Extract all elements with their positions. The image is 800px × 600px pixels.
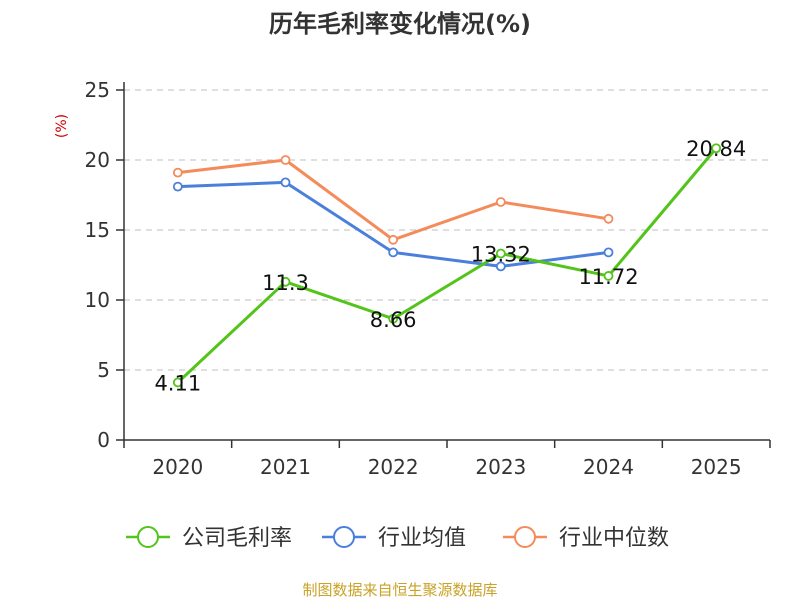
data-label: 11.72 bbox=[578, 265, 638, 289]
y-axis-unit: (%) bbox=[54, 114, 70, 138]
data-point[interactable] bbox=[388, 313, 399, 324]
data-point[interactable] bbox=[388, 234, 399, 245]
data-labels: 4.11 11.3 8.66 13.32 11.72 20.84 bbox=[154, 137, 746, 395]
chart-title: 历年毛利率变化情况(%) bbox=[269, 10, 531, 38]
legend[interactable]: 公司毛利率 行业均值 行业中位数 bbox=[126, 526, 669, 551]
legend-marker bbox=[514, 526, 536, 548]
data-point[interactable] bbox=[172, 167, 183, 178]
y-tick-label: 0 bbox=[97, 428, 110, 452]
x-tick-label: 2021 bbox=[260, 455, 311, 479]
x-tick-label: 2024 bbox=[583, 455, 634, 479]
series-line-0 bbox=[176, 147, 718, 384]
data-label: 13.32 bbox=[471, 243, 531, 267]
data-point[interactable] bbox=[280, 276, 291, 287]
legend-label[interactable]: 行业中位数 bbox=[559, 526, 669, 551]
grid-lines bbox=[124, 89, 770, 371]
x-tick-label: 2023 bbox=[475, 455, 526, 479]
data-point[interactable] bbox=[603, 247, 614, 258]
y-tick-label: 10 bbox=[85, 288, 110, 312]
data-point[interactable] bbox=[172, 377, 183, 388]
y-tick-label: 20 bbox=[85, 148, 110, 172]
series-lines bbox=[172, 143, 722, 388]
data-point[interactable] bbox=[388, 247, 399, 258]
data-point[interactable] bbox=[711, 143, 722, 154]
data-label: 20.84 bbox=[686, 137, 746, 161]
y-tick-label: 15 bbox=[85, 218, 110, 242]
data-point[interactable] bbox=[603, 271, 614, 281]
legend-marker bbox=[333, 526, 355, 548]
data-point[interactable] bbox=[495, 197, 506, 207]
data-label: 11.3 bbox=[262, 271, 309, 295]
y-tick-label: 25 bbox=[85, 78, 110, 102]
legend-label[interactable]: 行业均值 bbox=[378, 526, 466, 551]
x-tick-label: 2025 bbox=[691, 455, 742, 479]
data-point[interactable] bbox=[603, 213, 614, 224]
x-tick-label: 2022 bbox=[368, 455, 419, 479]
data-point[interactable] bbox=[495, 261, 506, 272]
data-point[interactable] bbox=[495, 248, 506, 259]
series-line-2 bbox=[177, 158, 609, 242]
x-tick-label: 2020 bbox=[152, 455, 203, 479]
source-footer: 制图数据来自恒生聚源数据库 bbox=[302, 581, 497, 599]
data-point[interactable] bbox=[280, 177, 291, 188]
data-point[interactable] bbox=[172, 181, 183, 192]
legend-label[interactable]: 公司毛利率 bbox=[182, 526, 292, 551]
legend-marker bbox=[137, 526, 159, 548]
data-label: 8.66 bbox=[370, 308, 417, 332]
data-point[interactable] bbox=[280, 155, 291, 165]
data-label: 4.11 bbox=[154, 371, 201, 395]
y-tick-label: 5 bbox=[97, 358, 110, 382]
